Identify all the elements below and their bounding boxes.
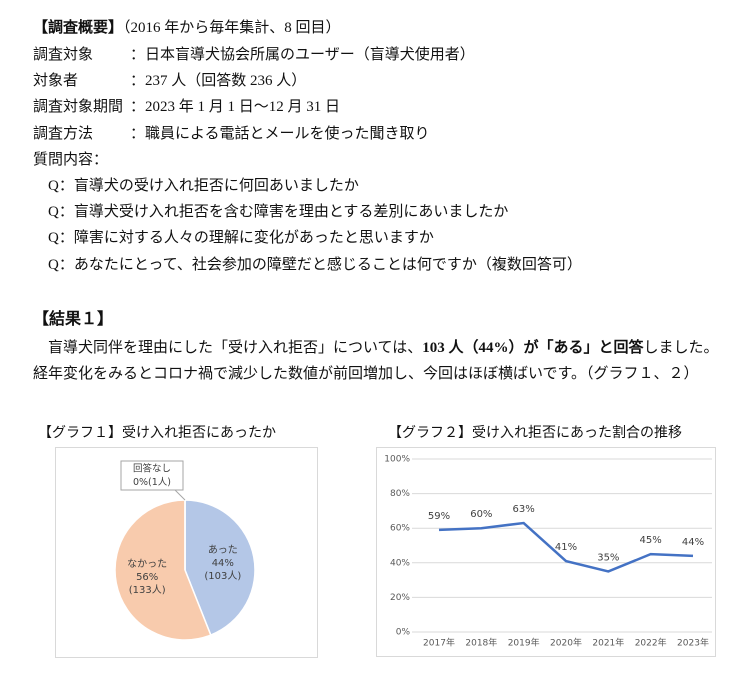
y-tick-label: 100%	[384, 455, 410, 465]
slice-label: あった	[208, 544, 238, 556]
x-tick-label: 2022年	[635, 637, 667, 649]
y-tick-label: 20%	[390, 593, 410, 603]
data-label: 60%	[470, 509, 492, 520]
text: 盲導犬同伴を理由にした「受け入れ拒否」については、	[48, 340, 423, 356]
question: Q：盲導犬受け入れ拒否を含む障害を理由とする差別にあいましたか	[48, 204, 509, 221]
y-tick-label: 0%	[396, 628, 411, 638]
x-tick-label: 2017年	[423, 637, 455, 649]
data-line	[438, 521, 694, 573]
x-tick-label: 2021年	[592, 637, 624, 649]
row-value: ：職員による電話とメールを使った聞き取り	[130, 125, 430, 142]
question: Q：障害に対する人々の理解に変化があったと思いますか	[48, 230, 434, 247]
chart-title: 【グラフ１】受け入れ拒否にあったか	[38, 426, 276, 441]
x-tick-label: 2018年	[465, 637, 497, 649]
chart-title: 【グラフ２】受け入れ拒否にあった割合の推移	[388, 426, 682, 441]
result-paragraph: 盲導犬同伴を理由にした「受け入れ拒否」については、103 人（44%）が「ある」…	[33, 335, 723, 387]
slice-count: (1人)	[148, 477, 171, 488]
question: Q：盲導犬の受け入れ拒否に何回あいましたか	[48, 178, 359, 194]
emphasis: 103 人（44%）が「ある」と回答	[422, 340, 644, 356]
header-subtitle: （2016 年から毎年集計、8 回目）	[123, 20, 341, 36]
data-label: 41%	[555, 542, 577, 553]
callout-pointer	[174, 489, 186, 501]
pie-slice	[184, 499, 256, 637]
line-chart: 0% 20% 40% 60% 80% 100% 2017年 2018年 2019年 2020年 20…	[376, 447, 716, 657]
callout-box	[120, 460, 184, 491]
row-value: ：日本盲導犬協会所属のユーザー（盲導犬使用者）	[130, 47, 475, 63]
pie-slice	[114, 499, 212, 641]
data-label: 63%	[513, 504, 535, 515]
row-value: ：2023 年 1 月 1 日～12 月 31 日	[130, 99, 341, 116]
data-label: 44%	[682, 537, 704, 548]
pie-chart: あった 44%(103人) なかった 56%(133人) 回答なし 0%(1人)	[55, 447, 318, 658]
header: 【調査概要】（2016 年から毎年集計、8 回目）	[33, 19, 341, 37]
x-tick-label: 2019年	[508, 637, 540, 649]
slice-label: 回答なし	[133, 463, 171, 475]
slice-count: (133人)	[129, 584, 166, 596]
data-label: 35%	[597, 552, 619, 563]
chart-frame	[376, 447, 716, 657]
question: Q：あなたにとって、社会参加の障壁だと感じることは何ですか（複数回答可）	[48, 256, 582, 273]
slice-value: 56%	[136, 572, 158, 583]
x-tick-label: 2023年	[677, 637, 709, 649]
row-label: 調査対象	[33, 47, 94, 63]
slice-count: (103人)	[204, 570, 241, 582]
slice-label: なかった	[127, 558, 167, 570]
text: しました。経年変化をみるとコロナ禍で減少した数値が前回増加し、今回はほぼ横ばいで…	[33, 340, 719, 382]
slice-value: 0%(1人)	[133, 477, 171, 488]
data-label: 45%	[640, 535, 662, 546]
x-tick-label: 2020年	[550, 637, 582, 649]
row-label: 調査方法	[33, 125, 94, 142]
row-label: 質問内容：	[33, 151, 109, 168]
y-tick-label: 40%	[390, 558, 410, 568]
header-title: 【調査概要】	[33, 20, 124, 36]
row-value: ：237 人（回答数 236 人）	[130, 73, 307, 90]
row-label: 調査対象期間	[33, 99, 124, 116]
slice-value: 0%	[133, 477, 148, 488]
slice-value: 44%	[212, 558, 234, 569]
y-tick-label: 60%	[390, 524, 410, 534]
data-label: 59%	[428, 511, 450, 522]
row-label: 対象者	[33, 73, 79, 90]
y-tick-label: 80%	[390, 489, 410, 499]
result-title: 【結果１】	[33, 311, 114, 328]
